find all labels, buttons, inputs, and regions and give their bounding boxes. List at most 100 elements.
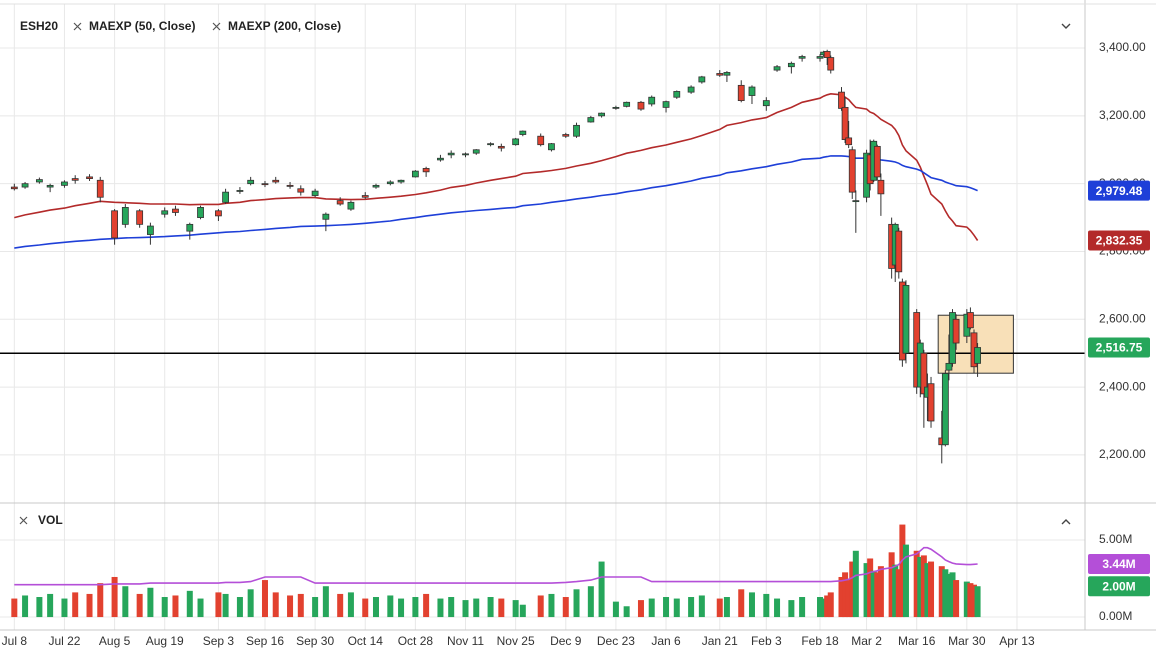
volume-bar — [970, 584, 977, 618]
volume-bar — [852, 550, 859, 618]
candle-body — [637, 101, 645, 110]
volume-bar — [587, 586, 594, 618]
x-tick-label: Jul 8 — [2, 634, 28, 648]
candle-body — [573, 124, 580, 137]
volume-bar — [347, 592, 354, 618]
value-badge-label: 3.44M — [1102, 557, 1135, 571]
candle-body — [827, 57, 835, 71]
candle-body — [648, 96, 656, 105]
remove-icon[interactable] — [212, 22, 221, 31]
value-badge — [1088, 180, 1150, 201]
volume-bar — [612, 601, 619, 618]
candle-body — [121, 207, 129, 225]
volume-bar — [849, 561, 856, 618]
volume-bar — [473, 598, 480, 618]
candle-body — [945, 362, 953, 371]
candle-body — [852, 200, 860, 203]
volume-bar — [498, 598, 505, 618]
volume-bar — [924, 563, 931, 618]
volume-bar — [963, 581, 970, 618]
volume-bar — [197, 598, 204, 618]
volume-bar — [297, 593, 304, 618]
volume-bar — [247, 589, 254, 618]
volume-bar — [122, 586, 129, 618]
x-tick-label: Dec 23 — [597, 634, 635, 648]
volume-bar — [287, 595, 294, 618]
candle-body — [487, 143, 494, 146]
candle-body — [322, 213, 330, 220]
candle-body — [96, 179, 104, 198]
candle-body — [848, 149, 856, 193]
volume-bar — [487, 597, 494, 618]
candle-body — [336, 200, 344, 205]
x-tick-label: Aug 5 — [99, 634, 131, 648]
candle-body — [447, 152, 455, 156]
candle-body — [841, 106, 849, 140]
candle-body — [372, 184, 380, 188]
volume-bar — [867, 558, 874, 618]
candle-body — [197, 207, 204, 218]
volume-bar — [236, 597, 243, 618]
volume-bar — [512, 600, 519, 618]
candle-body — [10, 186, 18, 190]
y-tick-label: 0.00M — [1099, 609, 1132, 623]
candle-body — [247, 179, 255, 185]
candle-body — [71, 178, 79, 181]
volume-bar — [824, 595, 831, 618]
candle-body — [512, 138, 520, 146]
volume-bar — [974, 586, 981, 618]
candle-body — [146, 225, 154, 235]
volume-bar — [172, 595, 179, 618]
collapse-button[interactable] — [1061, 23, 1071, 29]
volume-bar — [362, 598, 369, 618]
value-badge — [1088, 576, 1150, 597]
candle-body — [272, 179, 280, 183]
volume-bar — [111, 576, 118, 618]
volume-bar — [723, 597, 730, 618]
x-tick-label: Nov 11 — [447, 634, 484, 648]
candle-body — [519, 130, 527, 135]
volume-bar — [748, 592, 755, 618]
candle-body — [111, 210, 118, 239]
volume-bar — [688, 597, 695, 618]
volume-bar — [272, 592, 279, 618]
candle-body — [172, 208, 179, 213]
volume-bar — [222, 593, 229, 618]
line-series — [14, 546, 978, 586]
volume-bar — [863, 563, 870, 618]
volume-bar — [537, 595, 544, 618]
volume-bar — [136, 593, 143, 618]
volume-bar — [36, 597, 43, 618]
value-badge — [1088, 230, 1150, 251]
x-tick-label: Dec 9 — [550, 634, 582, 648]
candle-body — [186, 223, 194, 232]
candle-body — [687, 86, 695, 93]
legend-entry: MAEXP (50, Close) — [89, 19, 195, 33]
candle-body — [952, 318, 960, 344]
volume-bar — [519, 604, 526, 618]
y-tick-label: 3,200.00 — [1099, 108, 1146, 122]
candle-body — [974, 347, 981, 364]
candle-body — [361, 195, 369, 198]
candle-body — [798, 56, 806, 59]
candle-body — [787, 62, 795, 68]
remove-icon[interactable] — [19, 516, 28, 525]
volume-bar — [22, 595, 29, 618]
volume-bar — [598, 561, 605, 618]
remove-icon[interactable] — [73, 22, 82, 31]
volume-bar — [86, 593, 93, 618]
candle-body — [877, 179, 885, 195]
candle-body — [286, 184, 294, 187]
volume-bar — [842, 572, 849, 618]
volume-bar — [215, 592, 222, 618]
volume-bar — [61, 598, 68, 618]
candle-body — [716, 73, 724, 76]
y-tick-label: 3,400.00 — [1099, 40, 1146, 54]
candle-body — [920, 352, 928, 395]
collapse-button[interactable] — [1061, 519, 1071, 525]
volume-bar — [799, 597, 806, 618]
volume-bar — [788, 600, 795, 618]
candle-body — [773, 66, 781, 71]
plot-area — [0, 49, 1085, 618]
